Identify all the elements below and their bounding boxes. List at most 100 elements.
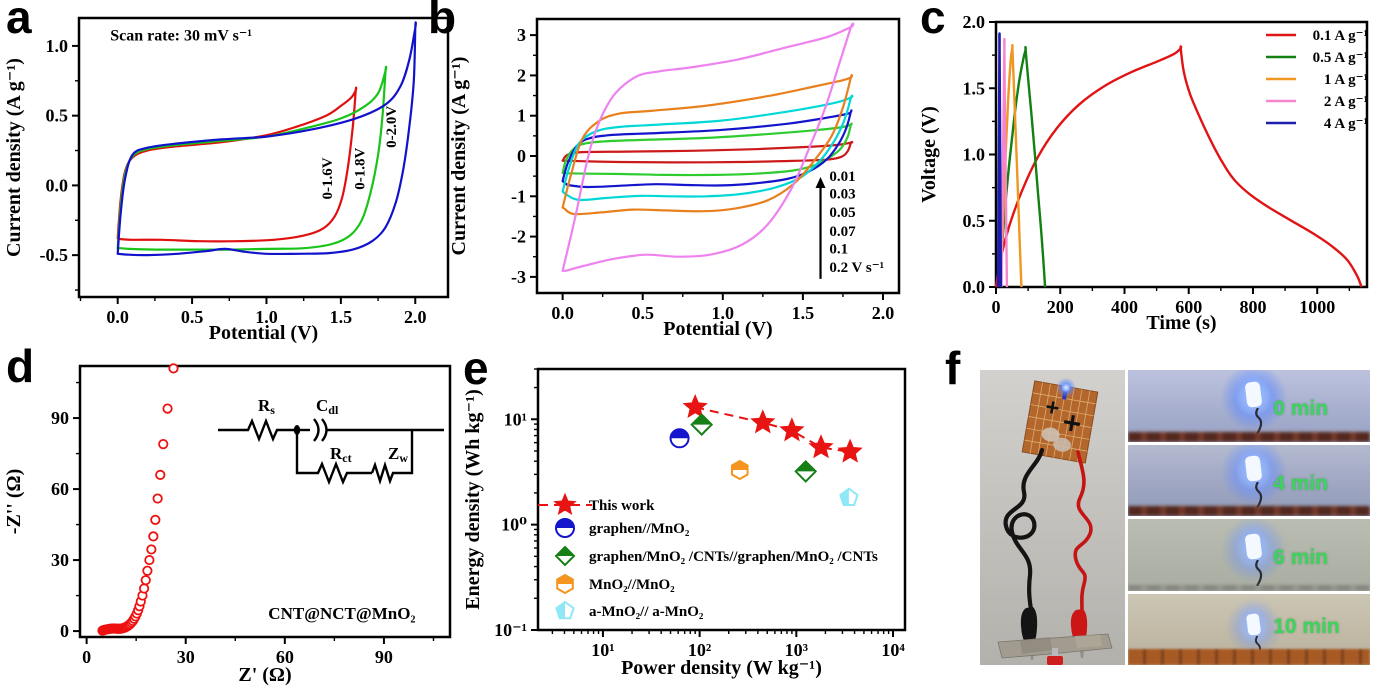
panel-c-gcd-curves: c 0 200 400 600 800 1000 0.0 0.5 1.0 1.5 2.0 Time (… — [910, 0, 1378, 345]
led-frame-4min: 4 min — [1128, 444, 1370, 516]
brick-ledge — [1128, 649, 1370, 665]
led-frame-10min: 10 min — [1128, 593, 1370, 665]
legend-label: MnO₂//MnO₂ — [589, 577, 675, 593]
led-frame-0min: 0 min — [1128, 370, 1370, 442]
y-axis-title: Voltage (V) — [918, 106, 940, 202]
black-wire — [1003, 447, 1045, 613]
legend-label: 0.1 A g⁻¹ — [1313, 28, 1368, 44]
device-photo — [980, 370, 1125, 665]
legend-label: graphen/MnO₂ /CNTs//graphen/MnO₂ /CNTs — [589, 549, 878, 565]
y-tick-label: 90 — [51, 408, 69, 428]
panel-a-cv-voltage-windows: a 0.0 0.5 1.0 1.5 2.0 -0.5 0.0 0.5 1.0 Potential … — [0, 0, 460, 345]
plus-terminal-mark — [1063, 414, 1081, 432]
y-tick-label: 0 — [60, 621, 69, 641]
series-0-07-v-s — [561, 94, 854, 202]
nyquist-chart: 0 30 60 90 0 30 60 90 Z' (Ω) -Z'' (Ω) CNT@NCT@MnO₂… — [3, 363, 452, 686]
circuit-label: Cdl — [316, 396, 339, 417]
cv-scan-rate-chart: 0.0 0.5 1.0 1.5 2.0 -3 -2 -1 0 1 2 3 Potential (V) Cu… — [448, 17, 901, 340]
panel-c-label: c — [920, 0, 946, 43]
annotation: 0-1.6V — [320, 157, 336, 199]
legend-label: 2 A g⁻¹ — [1324, 94, 1368, 110]
x-tick-label: 0.5 — [181, 307, 204, 327]
plug-pin — [1052, 648, 1058, 658]
series-a-mno2-a-mno2 — [839, 487, 859, 506]
panel-d-nyquist-plot: d 0 30 60 90 0 30 60 90 Z' (Ω) -Z'' (Ω) CNT@NCT@Mn… — [0, 343, 460, 697]
series-0-1-a-g — [994, 45, 1363, 288]
series-0-1-v-s — [561, 73, 854, 216]
series-2-a-g — [1000, 37, 1009, 288]
scan-rate-arrow — [815, 176, 826, 279]
x-tick-label: 10⁴ — [881, 640, 905, 660]
panel-b-label: b — [428, 0, 457, 43]
led-wire — [1255, 559, 1263, 586]
y-tick-label: 10⁰ — [501, 515, 527, 535]
x-tick-label: 1.0 — [255, 307, 278, 327]
y-axis-title: Energy density (Wh kg⁻¹) — [462, 389, 484, 609]
electrode-blob — [1041, 427, 1060, 442]
x-tick-label: 0.5 — [631, 303, 654, 323]
circuit-label: Rs — [258, 396, 275, 417]
x-tick-label: 10³ — [785, 640, 809, 660]
series-0-2-0v — [116, 21, 417, 257]
y-tick-label: -1 — [511, 186, 526, 206]
panel-e-ragone-plot: e 10¹ 10² 10³ 10⁴ 10⁻¹ 10⁰ 10¹ Power density (W… — [455, 345, 940, 697]
electrode-strip-patch — [1020, 637, 1052, 654]
series-0-01-v-s — [561, 140, 854, 164]
y-axis-title: -Z'' (Ω) — [3, 469, 25, 534]
annotation: 0.2 V s⁻¹ — [829, 260, 884, 276]
annotation: 0.01 — [829, 169, 855, 185]
x-tick-label: 0 — [992, 297, 1001, 317]
annotation: 0.05 — [829, 205, 855, 221]
y-tick-label: 0.0 — [963, 277, 986, 297]
axes: 0.0 0.5 1.0 1.5 2.0 -3 -2 -1 0 1 2 3 Potential (V) Cu… — [448, 17, 901, 340]
x-axis-title: Time (s) — [1146, 312, 1216, 334]
x-tick-label: 10¹ — [591, 640, 614, 660]
annotation: 0.07 — [829, 224, 856, 240]
time-label: 10 min — [1273, 614, 1340, 638]
x-tick-label: 1.0 — [712, 303, 735, 323]
y-tick-label: 10¹ — [504, 409, 527, 429]
x-tick-label: 0.0 — [551, 303, 574, 323]
x-axis-title: Potential (V) — [663, 318, 772, 340]
circuit-label: Rct — [330, 444, 352, 465]
x-tick-label: 400 — [1111, 297, 1138, 317]
annotation: 0.03 — [829, 187, 855, 203]
led-lamp — [1220, 519, 1289, 586]
y-tick-label: 30 — [51, 550, 69, 570]
legend: This work graphen//MnO₂ graphen/MnO₂ /CNTs… — [538, 492, 878, 620]
led-time-lapse-frames: 0 min 4 min 6 min — [1128, 370, 1370, 665]
y-tick-label: 1.0 — [46, 36, 69, 56]
perfboard — [1021, 377, 1099, 464]
series-0-1-8v — [116, 65, 388, 251]
x-axis-title: Z' (Ω) — [238, 664, 291, 686]
x-axis-title: Potential (V) — [209, 322, 318, 344]
panel-f-led-demo-photos: f — [940, 345, 1378, 697]
y-tick-label: 3 — [517, 25, 526, 45]
x-tick-label: 200 — [1047, 297, 1074, 317]
led-on-board-glow — [1056, 377, 1077, 398]
x-tick-label: 90 — [375, 647, 393, 667]
annotation: Scan rate: 30 mV s⁻¹ — [110, 27, 252, 44]
annotation: CNT@NCT@MnO₂ — [268, 604, 415, 623]
legend-label: 0.5 A g⁻¹ — [1313, 50, 1368, 66]
series-0-1-6v — [116, 86, 358, 243]
series-4-a-g — [996, 32, 1003, 288]
series-graphen-mno2 — [669, 428, 690, 449]
annotation: 0.1 — [829, 242, 848, 258]
series-0-05-v-s — [561, 109, 853, 189]
time-label: 6 min — [1273, 546, 1329, 570]
x-tick-label: 30 — [177, 647, 195, 667]
x-tick-label: 2.0 — [404, 307, 427, 327]
series-mno2-mno2 — [730, 459, 749, 481]
led-wire — [1255, 482, 1263, 509]
annotation: 0-1.8V — [353, 147, 369, 189]
x-tick-label: 600 — [1175, 297, 1202, 317]
series-eis-cnt-nct-mno2 — [97, 363, 179, 636]
x-tick-label: 60 — [276, 647, 294, 667]
y-tick-label: 0.5 — [963, 211, 986, 231]
axes: 0 30 60 90 0 30 60 90 Z' (Ω) -Z'' (Ω) — [3, 364, 452, 686]
led-wire — [1255, 407, 1263, 434]
legend-label: This work — [589, 498, 655, 514]
